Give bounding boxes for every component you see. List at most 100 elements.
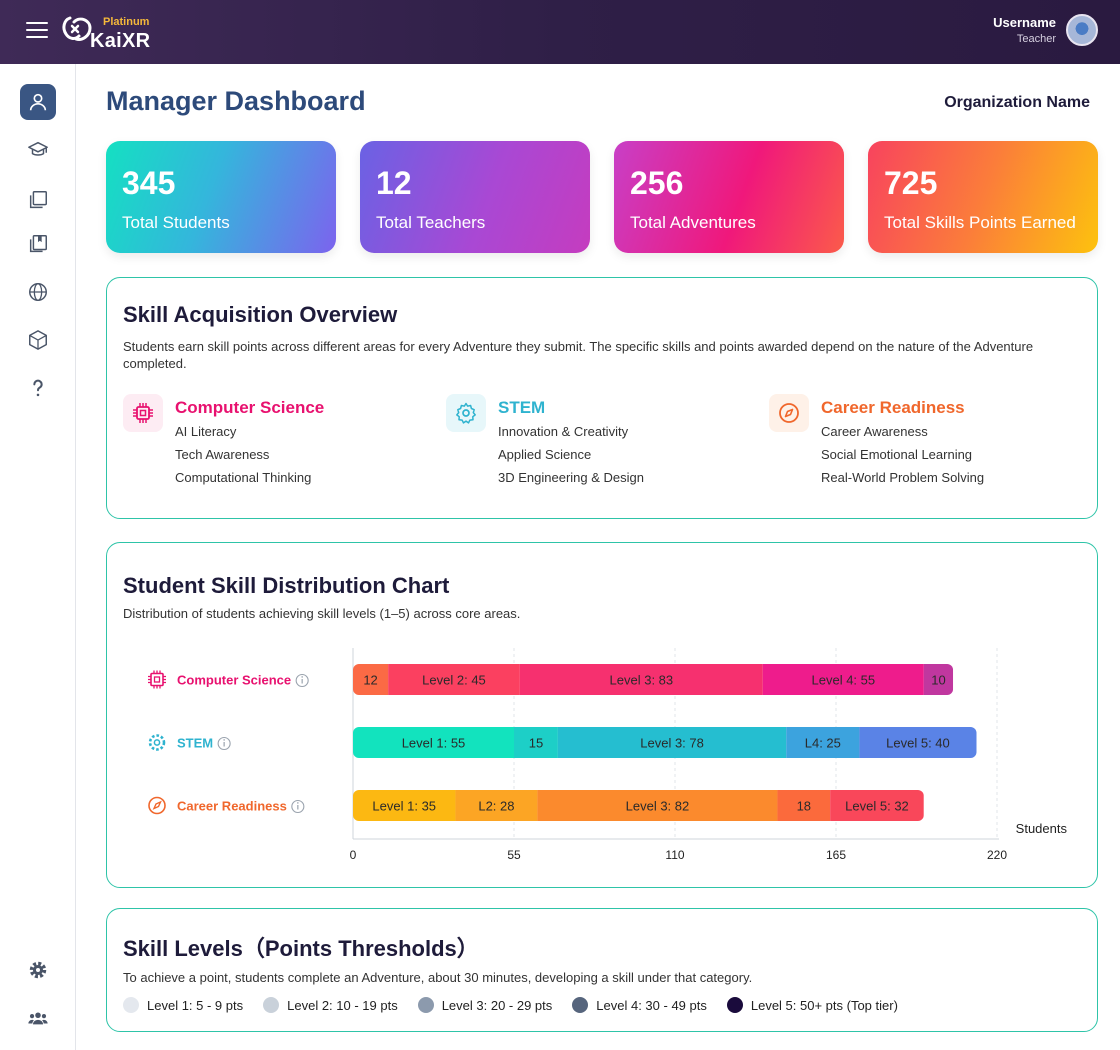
legend-item: Level 1: 5 - 9 pts [123,997,243,1013]
legend-dot [123,997,139,1013]
stat-label: Total Teachers [376,213,486,232]
bar-segment[interactable] [353,727,514,758]
compass-icon [769,394,809,432]
copy-icon [29,191,47,209]
x-tick-label: 110 [665,848,684,862]
skill-list: AI Literacy Tech Awareness Computational… [175,424,311,493]
bar-segment[interactable] [557,727,787,758]
bar-segment[interactable] [762,664,924,695]
gear-icon [148,734,166,751]
list-item: Career Awareness [821,424,928,439]
bar-segment[interactable] [514,727,558,758]
sidebar-item-world[interactable] [20,274,56,310]
legend-dot [572,997,589,1013]
sidebar-item-resources[interactable] [20,226,56,262]
category-label: STEM [177,736,213,751]
list-item: 3D Engineering & Design [498,470,644,485]
top-bar: Platinum KaiXR Username Teacher [0,0,1120,64]
menu-icon[interactable] [26,22,48,42]
username: Username [993,15,1056,30]
users-icon [28,1012,48,1025]
legend-label: Level 2: 10 - 19 pts [287,997,398,1013]
user-icon [29,93,47,111]
category-name: Computer Science [175,398,325,417]
bar-segment[interactable] [388,664,520,695]
sidebar-item-settings[interactable] [20,952,56,988]
bar-segment-label: 12 [363,673,377,688]
sidebar-item-3d[interactable] [20,322,56,358]
bar-segment-label: Level 5: 32 [845,799,909,814]
sidebar-item-courses[interactable] [20,132,56,168]
bar-segment[interactable] [353,664,389,695]
list-item: Applied Science [498,447,592,462]
list-item: Innovation & Creativity [498,424,629,439]
skill-list: Innovation & Creativity Applied Science … [498,424,644,493]
help-icon [33,379,43,397]
section-description: Students earn skill points across differ… [123,339,1034,371]
legend-label: Level 4: 30 - 49 pts [596,997,707,1013]
sidebar-item-users[interactable] [20,84,56,120]
category-name: STEM [498,398,546,417]
user-menu[interactable]: Username Teacher [993,14,1098,46]
stat-value: 345 [122,165,176,201]
skill-distribution-chart: 0 55 110 165 220 Students Computer Science STEM… [148,648,1068,862]
logo-mark-icon [62,16,92,41]
bar-segment[interactable] [777,790,831,821]
sidebar-item-team[interactable] [20,1000,56,1036]
gear-icon [29,961,47,979]
bar-segment-label: 18 [797,799,811,814]
sidebar-item-library[interactable] [20,182,56,218]
legend-item: Level 2: 10 - 19 pts [263,997,398,1013]
bar-segment-label: Level 3: 78 [640,736,704,751]
bar-segment[interactable] [353,790,456,821]
level-legend: Level 1: 5 - 9 pts Level 2: 10 - 19 pts … [123,997,898,1013]
bar-segment[interactable] [537,790,778,821]
bar-segment-label: 10 [931,673,945,688]
bar-segment[interactable] [830,790,924,821]
legend-label: Level 1: 5 - 9 pts [147,997,244,1013]
list-item: Social Emotional Learning [821,447,973,462]
bar-segment-label: Level 2: 45 [422,673,486,688]
page-title: Manager Dashboard [106,86,366,116]
info-icon [291,799,305,814]
bar-segment[interactable] [786,727,860,758]
section-description: Distribution of students achieving skill… [123,606,521,621]
legend-item: Level 5: 50+ pts (Top tier) [726,997,898,1013]
chip-icon [148,670,166,689]
graduation-cap-icon [28,141,48,156]
organization-name: Organization Name [944,94,1090,111]
stat-card-students: 345 Total Students [106,141,336,253]
legend-label: Level 5: 50+ pts (Top tier) [750,997,898,1013]
category-label: Computer Science [177,673,291,688]
gear-icon [446,394,486,432]
bar-segment[interactable] [923,664,954,695]
skill-distribution-card: 0 55 110 165 220 Students Computer Science STEM… [106,542,1098,888]
list-item: Tech Awareness [175,447,270,462]
stat-value: 12 [376,165,412,201]
bar-segment[interactable] [859,727,977,758]
stat-value: 725 [884,165,938,201]
stat-label: Total Adventures [630,213,756,232]
brand-name: KaiXR [90,30,151,52]
bar-segment-label: 15 [529,736,543,751]
bar-segment-label: L4: 25 [805,736,841,751]
bar-segment[interactable] [455,790,538,821]
bar-segment-label: Level 1: 35 [372,799,436,814]
chip-icon [123,394,163,432]
bookmark-book-icon [29,235,47,253]
x-tick-label: 0 [350,848,357,862]
stat-card-adventures: 256 Total Adventures [614,141,844,253]
list-item: AI Literacy [175,424,237,439]
bar-segment-label: Level 1: 55 [402,736,466,751]
stat-label: Total Skills Points Earned [884,213,1076,232]
section-description: To achieve a point, students complete an… [123,970,753,985]
bar-segment-label: Level 4: 55 [812,673,876,688]
stat-card-teachers: 12 Total Teachers [360,141,590,253]
avatar[interactable] [1066,14,1098,46]
x-axis-label: Students [1016,821,1068,836]
logo[interactable]: Platinum KaiXR [60,12,160,54]
user-role: Teacher [1016,33,1056,45]
bar-segment[interactable] [519,664,763,695]
sidebar-item-help[interactable] [20,370,56,406]
globe-icon [29,283,47,301]
